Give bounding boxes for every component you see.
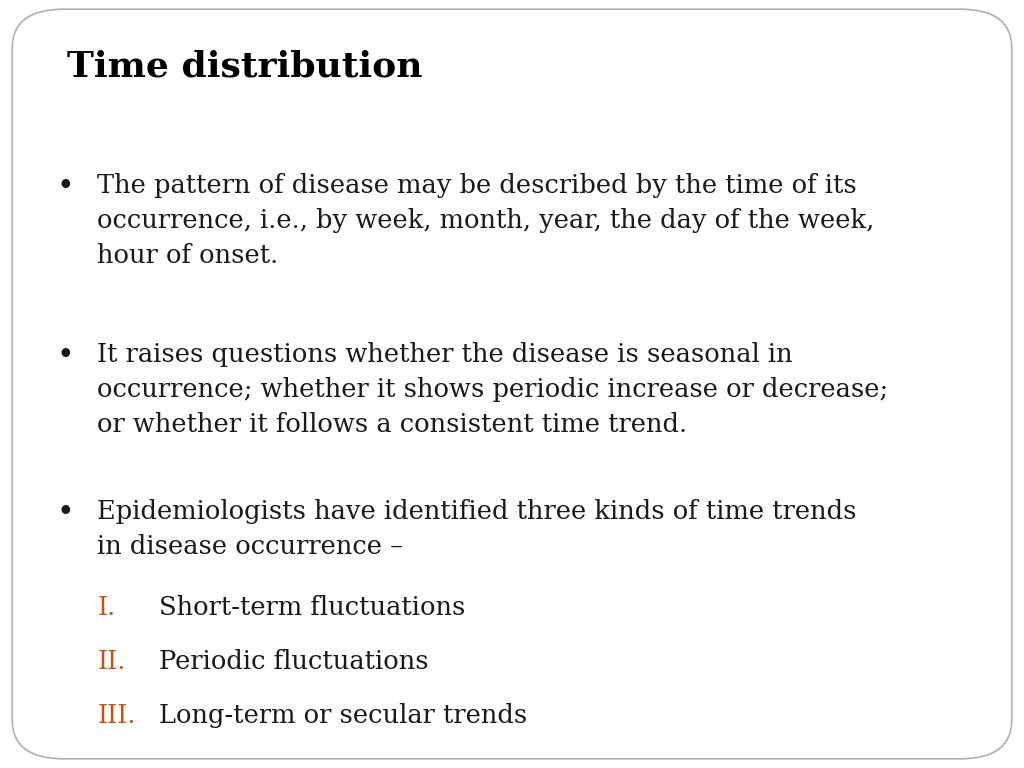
Text: III.: III. — [97, 703, 136, 728]
Text: Short-term fluctuations: Short-term fluctuations — [159, 595, 465, 621]
Text: The pattern of disease may be described by the time of its
occurrence, i.e., by : The pattern of disease may be described … — [97, 173, 874, 268]
Text: Periodic fluctuations: Periodic fluctuations — [159, 649, 428, 674]
FancyBboxPatch shape — [12, 9, 1012, 759]
Text: It raises questions whether the disease is seasonal in
occurrence; whether it sh: It raises questions whether the disease … — [97, 342, 889, 437]
Text: Epidemiologists have identified three kinds of time trends
in disease occurrence: Epidemiologists have identified three ki… — [97, 499, 857, 559]
Text: Time distribution: Time distribution — [67, 50, 422, 84]
Text: •: • — [56, 173, 74, 200]
Text: •: • — [56, 342, 74, 369]
Text: I.: I. — [97, 595, 116, 621]
Text: II.: II. — [97, 649, 126, 674]
Text: Long-term or secular trends: Long-term or secular trends — [159, 703, 527, 728]
Text: •: • — [56, 499, 74, 527]
